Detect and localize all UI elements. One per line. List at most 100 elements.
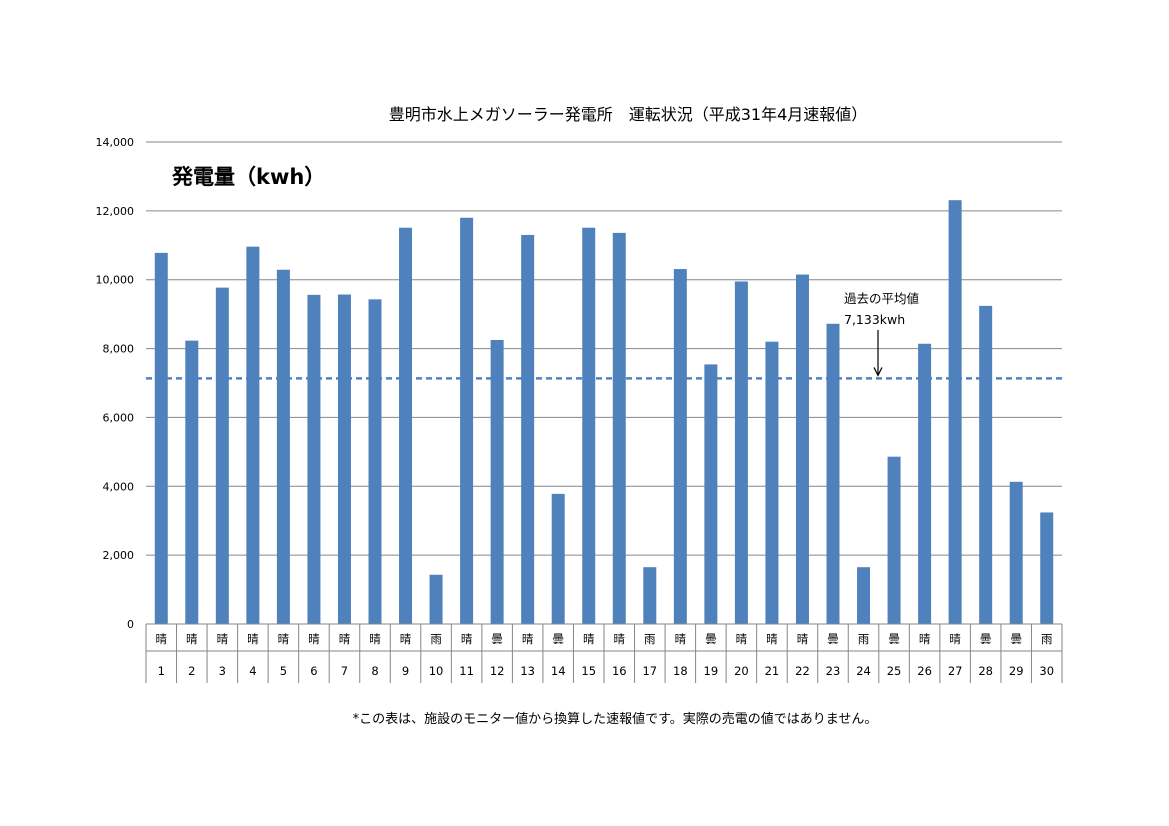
y-tick-label: 0 (127, 618, 134, 631)
bar (887, 456, 901, 624)
weather-label: 晴 (736, 632, 748, 646)
bar (490, 339, 504, 624)
weather-label: 晴 (522, 632, 534, 646)
x-tick-label: 9 (402, 664, 409, 678)
bar (307, 294, 321, 624)
category-table: 晴 1 晴 2 晴 3 晴 4 晴 5 晴 6 晴 7 晴 8 晴 9 雨 10 晴 11 曇 12 晴 13 曇 14 晴 15 晴 16 雨… (145, 623, 1063, 683)
bar (948, 200, 962, 625)
x-tick-label: 6 (310, 664, 317, 678)
x-tick-label: 14 (551, 664, 566, 678)
weather-label: 晴 (583, 632, 595, 646)
bar (734, 281, 748, 624)
bar (582, 227, 596, 624)
weather-label: 晴 (186, 632, 198, 646)
weather-label: 晴 (278, 632, 290, 646)
weather-label: 晴 (949, 632, 961, 646)
y-tick-label: 10,000 (96, 274, 135, 287)
x-tick-label: 20 (734, 664, 749, 678)
x-tick-label: 28 (978, 664, 993, 678)
weather-label: 曇 (1010, 632, 1022, 646)
x-tick-label: 10 (429, 664, 444, 678)
bar (276, 269, 290, 624)
bar (154, 252, 168, 625)
bar (1040, 512, 1054, 624)
weather-label: 晴 (461, 632, 473, 646)
weather-label: 曇 (552, 632, 564, 646)
bar (826, 323, 840, 624)
weather-label: 晴 (369, 632, 381, 646)
bar (918, 343, 932, 624)
bar (246, 246, 260, 625)
x-tick-label: 4 (249, 664, 256, 678)
weather-label: 晴 (614, 632, 626, 646)
bar (979, 305, 993, 624)
weather-label: 晴 (339, 632, 351, 646)
bar (337, 294, 351, 624)
x-tick-label: 11 (459, 664, 474, 678)
weather-label: 晴 (797, 632, 809, 646)
y-tick-label: 2,000 (103, 549, 135, 562)
bar (521, 234, 535, 624)
weather-label: 曇 (827, 632, 839, 646)
weather-label: 雨 (430, 632, 442, 646)
bar (368, 299, 382, 624)
bar (185, 340, 199, 624)
bar (399, 227, 413, 624)
bar (1009, 481, 1023, 624)
x-tick-label: 18 (673, 664, 688, 678)
bar (460, 217, 474, 624)
weather-label: 曇 (705, 632, 717, 646)
x-tick-label: 2 (188, 664, 195, 678)
average-label: 過去の平均値 (844, 291, 919, 306)
weather-label: 晴 (217, 632, 229, 646)
x-tick-label: 17 (642, 664, 657, 678)
bars (154, 200, 1054, 625)
bar (551, 493, 565, 624)
x-tick-label: 29 (1009, 664, 1024, 678)
x-tick-label: 13 (520, 664, 535, 678)
x-tick-label: 7 (341, 664, 348, 678)
x-tick-label: 27 (948, 664, 963, 678)
x-tick-label: 8 (371, 664, 378, 678)
y-tick-label: 4,000 (103, 480, 135, 493)
weather-label: 晴 (247, 632, 259, 646)
x-tick-label: 19 (704, 664, 719, 678)
x-tick-label: 21 (765, 664, 780, 678)
y-tick-label: 8,000 (103, 343, 135, 356)
average-value-label: 7,133kwh (844, 312, 905, 327)
bar (857, 567, 871, 624)
weather-label: 晴 (766, 632, 778, 646)
y-tick-label: 12,000 (96, 205, 135, 218)
weather-label: 雨 (644, 632, 656, 646)
bar (612, 232, 626, 625)
chart-inner-title: 発電量（kwh） (171, 165, 325, 189)
y-axis-ticks: 0 2,000 4,000 6,000 8,000 10,000 12,000 14,000 (96, 136, 135, 631)
average-arrow-head (873, 367, 883, 377)
weather-label: 晴 (308, 632, 320, 646)
weather-label: 晴 (400, 632, 412, 646)
x-tick-label: 16 (612, 664, 627, 678)
bar (643, 567, 657, 624)
average-reference: 過去の平均値 7,133kwh (146, 291, 1062, 380)
x-tick-label: 25 (887, 664, 902, 678)
x-tick-label: 3 (219, 664, 226, 678)
y-tick-label: 6,000 (103, 411, 135, 424)
bar (795, 274, 809, 624)
weather-label: 曇 (980, 632, 992, 646)
x-tick-label: 26 (917, 664, 932, 678)
bar (765, 341, 779, 624)
weather-label: 雨 (858, 632, 870, 646)
bar (429, 574, 443, 624)
x-tick-label: 23 (826, 664, 841, 678)
x-tick-label: 5 (280, 664, 287, 678)
weather-label: 曇 (888, 632, 900, 646)
grid-lines (146, 141, 1062, 625)
footnote: *この表は、施設のモニター値から換算した速報値です。実際の売電の値ではありません… (353, 711, 878, 727)
x-tick-label: 12 (490, 664, 505, 678)
bar (704, 364, 718, 624)
x-tick-label: 1 (158, 664, 165, 678)
x-tick-label: 15 (581, 664, 596, 678)
weather-label: 曇 (491, 632, 503, 646)
bar (215, 287, 229, 624)
